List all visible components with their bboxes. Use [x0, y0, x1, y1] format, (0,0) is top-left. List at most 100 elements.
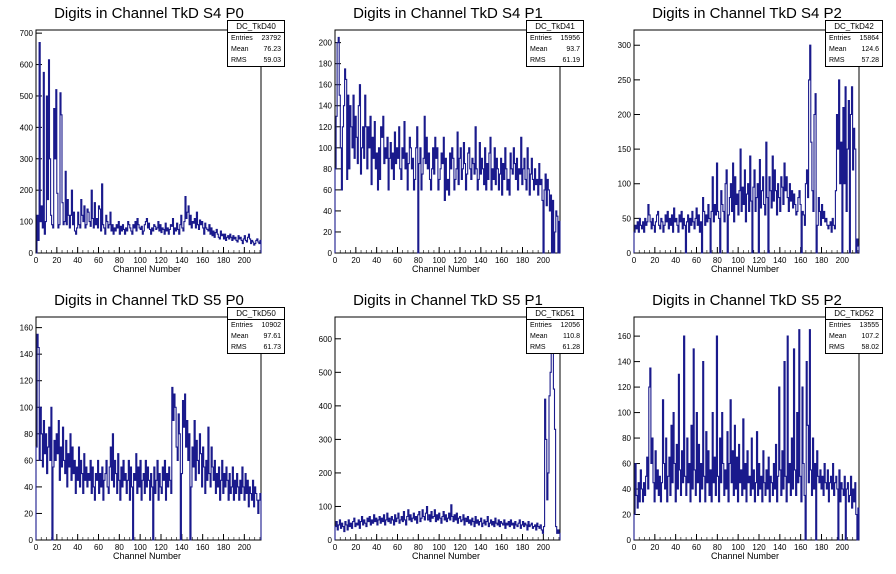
stats-box: DC_TkD40 Entries 23792 Mean 76.23 RMS 59.03: [227, 20, 285, 67]
stats-histogram-name: DC_TkD41: [527, 21, 583, 33]
stats-mean-row: Mean 97.61: [228, 331, 284, 342]
stats-entries-label: Entries: [829, 322, 851, 329]
stats-entries-label: Entries: [829, 35, 851, 42]
x-tick-label: 140: [175, 543, 189, 552]
y-tick-label: 0: [328, 249, 333, 258]
stats-entries-label: Entries: [231, 322, 253, 329]
y-tick-label: 0: [29, 536, 34, 545]
stats-box: DC_TkD51 Entries 12056 Mean 110.8 RMS 61.28: [526, 307, 584, 354]
x-tick-label: 180: [217, 256, 231, 265]
x-tick-label: 160: [495, 256, 509, 265]
stats-histogram-name: DC_TkD40: [228, 21, 284, 33]
stats-mean-row: Mean 124.6: [826, 44, 882, 55]
chart-title: Digits in Channel TkD S4 P1: [353, 5, 543, 22]
y-tick-label: 20: [323, 228, 332, 237]
x-axis-label: Channel Number: [412, 551, 481, 561]
stats-entries-row: Entries 15956: [527, 33, 583, 44]
stats-mean-value: 124.6: [861, 46, 879, 53]
histogram-plot: 0 20 40 60 80 100 120 140 160 180 200 0 20 40 60 80 100 1…: [20, 316, 262, 552]
x-tick-label: 140: [773, 543, 787, 552]
x-tick-label: 80: [414, 543, 423, 552]
y-tick-label: 180: [319, 60, 333, 69]
stats-entries-row: Entries 13555: [826, 320, 882, 331]
x-tick-label: 100: [731, 543, 745, 552]
plot-frame: [633, 316, 860, 541]
y-tick-label: 120: [319, 123, 333, 132]
stats-mean-label: Mean: [231, 46, 249, 53]
stats-rms-value: 57.28: [861, 57, 879, 64]
x-tick-label: 0: [333, 543, 338, 552]
plot-frame: [633, 29, 860, 254]
stats-mean-label: Mean: [829, 46, 847, 53]
stats-rms-value: 61.28: [562, 344, 580, 351]
x-tick-label: 40: [671, 256, 680, 265]
x-tick-label: 120: [453, 256, 467, 265]
plot-frame: [334, 29, 561, 254]
x-tick-label: 200: [238, 256, 252, 265]
x-tick-label: 20: [650, 256, 659, 265]
stats-entries-value: 10902: [261, 322, 281, 329]
stats-rms-row: RMS 61.28: [527, 342, 583, 353]
x-tick-label: 80: [713, 543, 722, 552]
x-tick-label: 160: [794, 543, 808, 552]
y-tick-label: 700: [20, 29, 34, 38]
stats-rms-row: RMS 57.28: [826, 55, 882, 66]
y-tick-label: 160: [20, 324, 34, 333]
x-tick-label: 80: [115, 543, 124, 552]
histogram-series: [633, 329, 860, 541]
stats-entries-row: Entries 12056: [527, 320, 583, 331]
stats-rms-row: RMS 61.19: [527, 55, 583, 66]
x-tick-label: 40: [671, 543, 680, 552]
x-tick-label: 60: [393, 256, 402, 265]
x-tick-label: 180: [815, 256, 829, 265]
y-tick-label: 160: [618, 332, 632, 341]
x-axis-label: Channel Number: [711, 551, 780, 561]
stats-mean-label: Mean: [530, 333, 548, 340]
stats-entries-row: Entries 15864: [826, 33, 882, 44]
x-tick-label: 160: [196, 256, 210, 265]
y-tick-label: 200: [20, 186, 34, 195]
stats-entries-value: 15864: [859, 35, 879, 42]
y-tick-label: 80: [323, 165, 332, 174]
x-tick-label: 0: [632, 543, 637, 552]
y-tick-label: 300: [618, 41, 632, 50]
y-tick-label: 140: [618, 358, 632, 367]
x-tick-label: 120: [752, 543, 766, 552]
chart-title: Digits in Channel TkD S4 P0: [54, 5, 244, 22]
stats-rms-value: 61.73: [263, 344, 281, 351]
stats-histogram-name: DC_TkD51: [527, 308, 583, 320]
stats-mean-value: 110.8: [563, 333, 580, 340]
y-tick-label: 0: [29, 249, 34, 258]
histogram-series: [334, 36, 561, 254]
stats-entries-row: Entries 10902: [228, 320, 284, 331]
stats-entries-row: Entries 23792: [228, 33, 284, 44]
x-tick-label: 120: [154, 543, 168, 552]
stats-entries-value: 15956: [560, 35, 580, 42]
y-tick-label: 100: [20, 403, 34, 412]
stats-mean-row: Mean 107.2: [826, 331, 882, 342]
stats-rms-value: 61.19: [562, 57, 580, 64]
y-tick-label: 150: [618, 145, 632, 154]
chart-title: Digits in Channel TkD S5 P1: [353, 292, 543, 309]
y-tick-label: 20: [24, 509, 33, 518]
y-tick-label: 160: [319, 81, 333, 90]
y-tick-label: 200: [618, 110, 632, 119]
histogram-series: [35, 333, 262, 541]
y-tick-label: 140: [319, 102, 333, 111]
y-tick-label: 0: [627, 249, 632, 258]
histogram-plot: 0 20 40 60 80 100 120 140 160 180 200 0 20 40 60 80 100 1…: [618, 316, 860, 552]
x-tick-label: 200: [238, 543, 252, 552]
x-tick-label: 60: [692, 256, 701, 265]
plot-frame: [35, 316, 262, 541]
stats-box: DC_TkD42 Entries 15864 Mean 124.6 RMS 57.28: [825, 20, 883, 67]
y-tick-label: 300: [20, 155, 34, 164]
stats-entries-label: Entries: [530, 322, 552, 329]
x-tick-label: 200: [836, 543, 850, 552]
y-tick-label: 60: [323, 186, 332, 195]
x-tick-label: 40: [372, 543, 381, 552]
y-tick-label: 0: [328, 536, 333, 545]
x-tick-label: 60: [692, 543, 701, 552]
stats-mean-label: Mean: [231, 333, 249, 340]
x-tick-label: 20: [650, 543, 659, 552]
stats-histogram-name: DC_TkD50: [228, 308, 284, 320]
